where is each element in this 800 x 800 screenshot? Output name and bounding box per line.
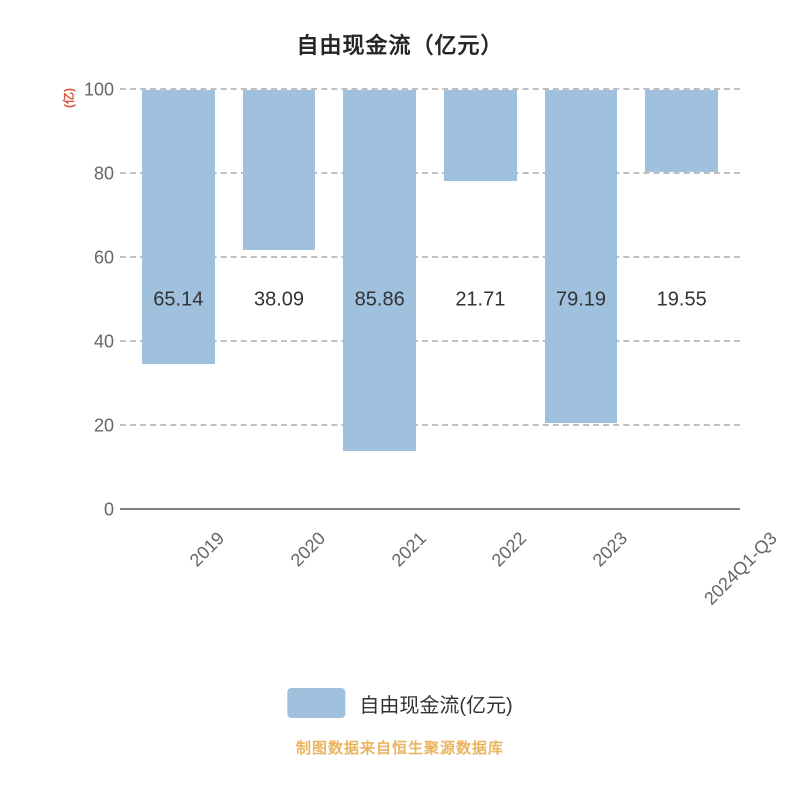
bar	[444, 90, 516, 181]
bar-value-label: 65.14	[153, 289, 203, 312]
y-tick-label: 60	[78, 248, 114, 269]
x-tick: 2020	[229, 510, 330, 550]
bars-container: 65.14 38.09 85.86 21.71 79.19 19.55	[120, 90, 740, 510]
x-tick: 2019	[128, 510, 229, 550]
x-tick: 2024Q1-Q3	[631, 510, 732, 550]
bar-value-label: 38.09	[254, 289, 304, 312]
x-tick: 2023	[531, 510, 632, 550]
x-tick-label: 2020	[287, 528, 330, 571]
x-tick-label: 2019	[186, 528, 229, 571]
bar-value-label: 79.19	[556, 289, 606, 312]
bar-slot: 21.71	[430, 90, 531, 510]
legend-swatch	[287, 688, 345, 718]
bar-slot: 85.86	[329, 90, 430, 510]
legend-label: 自由现金流(亿元)	[359, 689, 512, 718]
source-note: 制图数据来自恒生聚源数据库	[296, 737, 504, 758]
x-ticks: 201920202021202220232024Q1-Q3	[120, 510, 740, 550]
x-tick: 2022	[430, 510, 531, 550]
chart-area: (亿) 02040608010065.1438.0985.8621.7179.1…	[40, 90, 760, 550]
x-tick-label: 2023	[589, 528, 632, 571]
bar	[645, 90, 717, 172]
y-axis-label: (亿)	[60, 88, 77, 108]
bar	[545, 90, 617, 423]
y-tick-label: 20	[78, 416, 114, 437]
bar-value-label: 21.71	[455, 289, 505, 312]
bar-value-label: 85.86	[355, 289, 405, 312]
bar	[142, 90, 214, 364]
chart-title: 自由现金流（亿元）	[0, 0, 800, 60]
y-tick-label: 40	[78, 332, 114, 353]
x-tick: 2021	[329, 510, 430, 550]
y-tick-label: 100	[78, 80, 114, 101]
plot-region: 02040608010065.1438.0985.8621.7179.1919.…	[120, 90, 740, 510]
bar-slot: 79.19	[531, 90, 632, 510]
bar	[243, 90, 315, 250]
y-tick-label: 80	[78, 164, 114, 185]
bar-slot: 38.09	[229, 90, 330, 510]
x-tick-label: 2021	[387, 528, 430, 571]
x-tick-label: 2024Q1-Q3	[700, 528, 781, 609]
bar-slot: 19.55	[631, 90, 732, 510]
bar-value-label: 19.55	[657, 289, 707, 312]
bar	[343, 90, 415, 451]
legend: 自由现金流(亿元)	[287, 688, 512, 718]
y-tick-label: 0	[78, 500, 114, 521]
x-tick-label: 2022	[488, 528, 531, 571]
bar-slot: 65.14	[128, 90, 229, 510]
